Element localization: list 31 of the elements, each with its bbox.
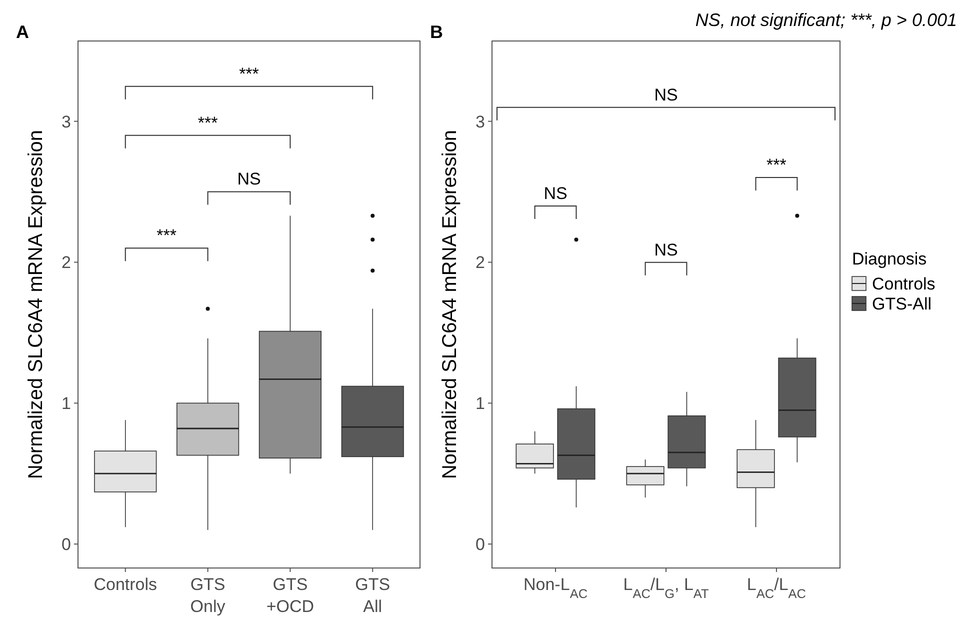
- annotation: ***: [766, 155, 787, 174]
- y-tick-label: 2: [62, 253, 71, 272]
- annotation: ***: [198, 113, 218, 132]
- x-tick-label: Non-L$_{AC}$: [524, 575, 588, 600]
- annotation: ***: [239, 64, 260, 84]
- y-tick-label: 0: [62, 534, 71, 554]
- annotation: ***: [156, 226, 177, 246]
- legend-label: Controls: [872, 274, 936, 294]
- annotation: NS: [237, 170, 261, 189]
- y-axis-title: Normalized SLC6A4 mRNA Expression: [25, 130, 47, 480]
- annotation: NS: [654, 85, 678, 104]
- y-axis-title: Normalized SLC6A4 mRNA Expression: [439, 130, 461, 480]
- x-tick-label: Controls: [94, 575, 158, 594]
- x-tick-label: GTS Only: [190, 575, 226, 616]
- y-tick-label: 1: [476, 394, 485, 414]
- y-tick-label: 3: [62, 112, 71, 132]
- x-tick-label: GTS All: [355, 575, 390, 616]
- y-tick-label: 1: [62, 394, 71, 414]
- y-tick-label: 2: [476, 253, 485, 272]
- x-tick-label: L$_{AC}$/L$_{G}$, L$_{AT}$: [623, 575, 709, 600]
- chart-title: B: [430, 22, 443, 42]
- legend-label: GTS-All: [872, 294, 932, 314]
- legend-title: Diagnosis: [852, 250, 927, 268]
- text: NS, not significant; ***, p > 0.001: [695, 10, 957, 30]
- annotation: NS: [654, 240, 678, 260]
- x-tick-label: GTS +OCD: [266, 575, 314, 616]
- y-tick-label: 0: [476, 534, 485, 554]
- y-tick-label: 3: [476, 112, 485, 132]
- x-tick-label: L$_{AC}$/L$_{AC}$: [746, 575, 806, 600]
- chart-title: A: [16, 22, 29, 42]
- annotation: NS: [544, 184, 568, 203]
